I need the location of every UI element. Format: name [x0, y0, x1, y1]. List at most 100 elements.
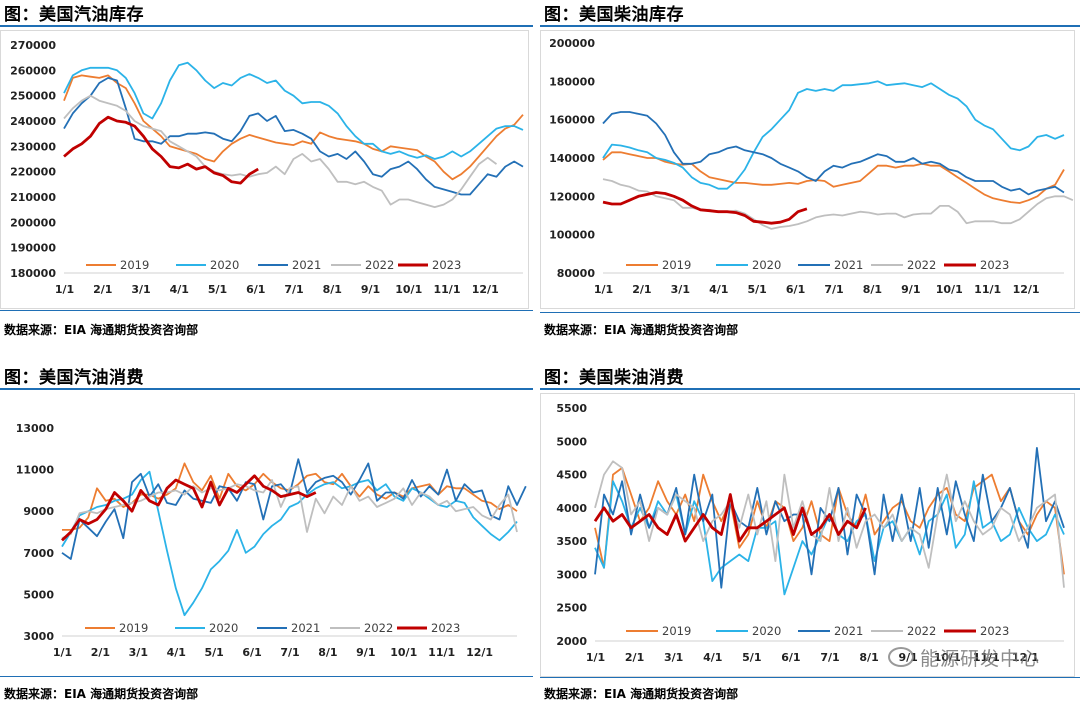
x-tick-label: 8/1 [318, 646, 337, 659]
x-tick-label: 9/1 [361, 283, 380, 296]
legend-label-2020: 2020 [752, 624, 781, 638]
series-line-2022 [594, 460, 1065, 588]
y-tick-label: 3000 [556, 568, 587, 581]
x-tick-label: 8/1 [863, 283, 882, 296]
legend-label-2021: 2021 [292, 258, 321, 272]
y-tick-label: 230000 [10, 140, 56, 153]
x-tick-label: 2/1 [93, 283, 112, 296]
panel-gasoline-consumption: 图：美国汽油消费 3000 5000 7000 9000 11000 13000 1/1 2/… [0, 363, 533, 705]
x-tick-label: 1/1 [53, 646, 72, 659]
y-tick-label: 11000 [16, 464, 55, 477]
series-line-2022 [61, 479, 518, 540]
y-tick-label: 4000 [556, 502, 587, 515]
y-tick-label: 2000 [556, 635, 587, 648]
y-tick-label: 100000 [549, 229, 595, 242]
series-line-2020 [602, 80, 1065, 190]
x-tick-label: 10/1 [395, 283, 422, 296]
legend-label-2019: 2019 [662, 624, 691, 638]
y-tick-label: 180000 [549, 75, 595, 88]
source-note: 数据来源：EIA 海通期货投资咨询部 [544, 687, 739, 701]
x-tick-label: 8/1 [859, 651, 878, 664]
title-rule [540, 25, 1080, 27]
legend-label-2023: 2023 [431, 621, 460, 635]
legend-label-2023: 2023 [432, 258, 461, 272]
source-note: 数据来源：EIA 海通期货投资咨询部 [544, 323, 739, 337]
x-tick-label: 2/1 [632, 283, 651, 296]
watermark-text: 能源研发中心 [919, 648, 1040, 670]
x-tick-label: 6/1 [781, 651, 800, 664]
y-tick-label: 4500 [556, 469, 587, 482]
y-tick-label: 3500 [556, 535, 587, 548]
x-tick-label: 3/1 [131, 283, 150, 296]
x-tick-label: 4/1 [170, 283, 189, 296]
legend-label-2021: 2021 [834, 624, 863, 638]
x-tick-label: 5/1 [205, 646, 224, 659]
legend-label-2022: 2022 [907, 624, 936, 638]
series-line-2019 [594, 467, 1065, 575]
source-rule [0, 310, 533, 311]
diesel-consumption-chart: 2000 2500 3000 3500 4000 4500 5000 5500 1/1 2/1 3/… [556, 402, 1065, 664]
x-tick-label: 1/1 [594, 283, 613, 296]
legend-label-2023: 2023 [980, 624, 1009, 638]
series-line-2023 [593, 493, 867, 543]
panel-title: 图：美国柴油消费 [544, 368, 684, 388]
legend-label-2021: 2021 [291, 621, 320, 635]
x-tick-label: 5/1 [742, 651, 761, 664]
y-tick-label: 180000 [10, 267, 56, 280]
x-tick-label: 5/1 [748, 283, 767, 296]
series-line-2020 [63, 61, 524, 160]
x-tick-label: 7/1 [820, 651, 839, 664]
legend-label-2022: 2022 [364, 621, 393, 635]
x-tick-label: 12/1 [1012, 651, 1039, 664]
x-tick-label: 11/1 [434, 283, 461, 296]
panel-diesel-consumption: 图：美国柴油消费 2000 2500 3000 3500 4000 4500 5000 550… [540, 363, 1080, 705]
series-line-2023 [61, 474, 317, 542]
x-tick-label: 5/1 [208, 283, 227, 296]
legend-label-2021: 2021 [834, 258, 863, 272]
x-tick-label: 11/1 [428, 646, 455, 659]
series-line-2022 [63, 94, 498, 209]
watermark: 能源研发中心 [887, 644, 1040, 671]
x-tick-label: 7/1 [280, 646, 299, 659]
y-tick-label: 3000 [23, 630, 54, 643]
chart-frame: 180000 190000 200000 210000 220000 230000 2400… [0, 30, 529, 309]
legend-label-2022: 2022 [365, 258, 394, 272]
x-tick-label: 11/1 [973, 651, 1000, 664]
title-rule [0, 25, 533, 27]
title-rule [0, 388, 533, 390]
diesel-inventory-chart: 80000 100000 120000 140000 160000 180000 20000… [549, 37, 1074, 296]
source-rule [0, 676, 533, 677]
y-tick-label: 7000 [23, 547, 54, 560]
chart-frame: 3000 5000 7000 9000 11000 13000 1/1 2/1 3/1 4/1 5/… [0, 393, 527, 673]
panel-gasoline-inventory: 图：美国汽油库存 180000 190000 200000 210000 220000 2… [0, 0, 533, 345]
y-tick-label: 9000 [23, 505, 54, 518]
series-line-2021 [602, 111, 1065, 196]
x-tick-label: 9/1 [901, 283, 920, 296]
x-tick-label: 7/1 [824, 283, 843, 296]
x-tick-label: 4/1 [167, 646, 186, 659]
x-tick-label: 3/1 [664, 651, 683, 664]
x-tick-label: 6/1 [246, 283, 265, 296]
y-tick-label: 200000 [10, 216, 56, 229]
wechat-icon [887, 647, 914, 667]
x-tick-label: 6/1 [242, 646, 261, 659]
x-tick-label: 12/1 [1013, 283, 1040, 296]
x-tick-label: 6/1 [786, 283, 805, 296]
panel-title: 图：美国汽油消费 [4, 368, 144, 388]
y-tick-label: 5000 [556, 435, 587, 448]
x-tick-label: 3/1 [671, 283, 690, 296]
series-line-2022 [602, 178, 1074, 230]
legend-label-2020: 2020 [210, 258, 239, 272]
series-line-2019 [602, 151, 1065, 204]
y-tick-label: 260000 [10, 64, 56, 77]
legend-label-2023: 2023 [980, 258, 1009, 272]
y-tick-label: 2500 [556, 602, 587, 615]
y-tick-label: 120000 [549, 190, 595, 203]
x-tick-label: 1/1 [55, 283, 74, 296]
x-tick-label: 10/1 [934, 651, 961, 664]
series-line-2019 [63, 74, 524, 181]
x-tick-label: 1/1 [586, 651, 605, 664]
x-tick-label: 10/1 [936, 283, 963, 296]
source-note: 数据来源：EIA 海通期货投资咨询部 [4, 687, 199, 701]
title-rule [540, 388, 1080, 390]
